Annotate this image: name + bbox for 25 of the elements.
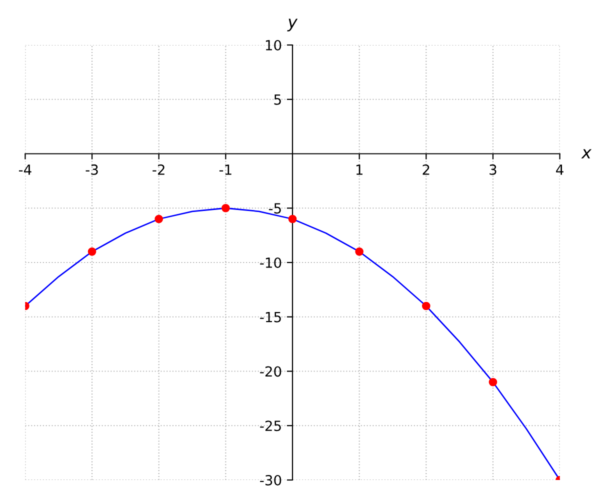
point (154, 214, 164, 224)
point (355, 247, 364, 256)
y-tick-label: -30 (260, 474, 282, 486)
x-tick-label: -1 (219, 164, 232, 175)
x-tick-label: 3 (490, 164, 496, 175)
x-axis-title: x (581, 149, 592, 158)
x-tick-label: 4 (556, 164, 564, 175)
y-tick-label: -5 (268, 203, 281, 214)
x-tick-label: -3 (86, 164, 98, 175)
point (288, 214, 297, 224)
y-tick-label: 10 (266, 40, 282, 50)
point (88, 247, 96, 256)
y-tick-label: -15 (260, 312, 281, 322)
x-tick-label: 2 (422, 164, 430, 175)
y-tick-label: -20 (260, 366, 282, 377)
x-tick-label: 1 (356, 164, 362, 175)
x-tick-label: -2 (152, 164, 164, 175)
y-tick-label: -10 (260, 257, 282, 268)
point (488, 378, 498, 386)
point (222, 204, 230, 212)
y-tick-label: -25 (260, 420, 281, 432)
x-tick-label: -4 (18, 164, 32, 175)
point (422, 302, 430, 310)
y-axis-title: y (287, 18, 298, 32)
y-tick-label: 5 (274, 94, 281, 105)
